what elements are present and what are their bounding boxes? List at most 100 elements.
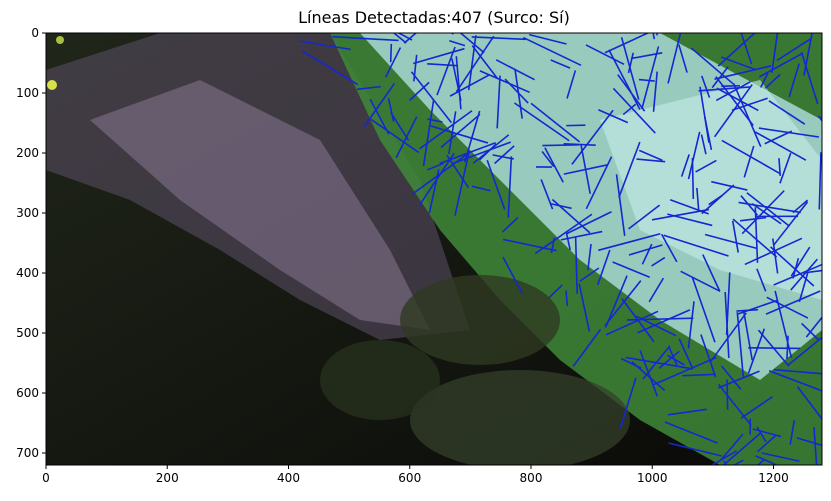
detected-line-segment: [502, 238, 557, 252]
detected-line-segment: [363, 82, 396, 127]
detected-line-segment: [604, 33, 650, 54]
detected-line-segment: [598, 232, 661, 252]
detected-line-segment: [446, 154, 470, 189]
detected-line-segment: [449, 40, 466, 47]
detected-line-segment: [412, 154, 467, 195]
detected-line-segment: [682, 373, 716, 377]
detected-line-segment: [771, 33, 779, 73]
detected-line-segment: [720, 433, 744, 461]
detected-line-segment: [789, 420, 796, 445]
y-axis: 0 100 200 300 400 500 600 700: [16, 26, 46, 460]
detected-line-segment: [651, 208, 710, 221]
detected-line-segment: [598, 109, 629, 124]
detected-line-segment: [638, 149, 663, 162]
detected-line-segment: [635, 315, 677, 337]
detected-line-segment: [718, 370, 760, 389]
detected-line-segment: [667, 33, 682, 84]
detected-line-segment: [636, 158, 666, 163]
detected-line-segment: [467, 35, 477, 91]
detected-line-segment: [455, 35, 495, 93]
detected-line-segment: [792, 199, 809, 214]
detected-line-segment: [652, 71, 658, 112]
detected-line-segment: [479, 143, 497, 161]
detected-line-segment: [637, 309, 691, 334]
detected-line-segment: [540, 179, 554, 210]
detected-line-segment: [528, 33, 567, 45]
x-tick-label: 0: [42, 471, 50, 485]
detected-line-segment: [565, 290, 569, 307]
detected-line-segment: [440, 113, 481, 149]
detected-line-segment: [715, 76, 754, 126]
detected-line-segment: [452, 141, 512, 165]
yellow-spot: [47, 80, 57, 90]
detected-line-segment: [667, 408, 707, 416]
detected-line-segment: [454, 150, 471, 216]
detected-line-segment: [818, 152, 822, 210]
detected-line-segment: [663, 234, 729, 257]
detected-line-segment: [664, 421, 718, 444]
detected-line-segment: [513, 102, 570, 142]
detected-line-segment: [754, 207, 759, 263]
detected-line-segment: [426, 162, 444, 171]
detected-line-segment: [756, 426, 767, 443]
x-tick-label: 600: [398, 471, 421, 485]
detected-line-segment: [660, 233, 678, 263]
detected-line-segment: [612, 87, 656, 134]
detected-line-segment: [544, 147, 564, 183]
detected-line-segment: [587, 243, 592, 271]
detected-line-segment: [395, 116, 418, 159]
detected-line-segment: [792, 257, 800, 279]
detected-line-segment: [724, 292, 730, 358]
y-tick-label: 200: [16, 146, 39, 160]
detected-line-segment: [572, 328, 602, 367]
detected-lines: [299, 33, 822, 465]
detected-line-segment: [390, 111, 410, 141]
detected-line-segment: [768, 100, 806, 125]
detected-line-segment: [704, 233, 757, 250]
mulch-band: [46, 33, 470, 340]
detected-line-segment: [764, 130, 793, 145]
detected-line-segment: [732, 218, 778, 258]
detected-line-segment: [628, 204, 661, 230]
detected-line-segment: [301, 49, 359, 86]
detected-line-segment: [436, 46, 456, 96]
detected-line-segment: [765, 290, 821, 315]
detected-line-segment: [773, 263, 822, 286]
detected-line-segment: [776, 37, 812, 62]
detected-line-segment: [619, 377, 637, 429]
detected-line-segment: [566, 70, 577, 99]
detected-line-segment: [761, 452, 800, 462]
detected-line-segment: [813, 427, 818, 465]
detected-line-segment: [541, 151, 555, 168]
detected-line-segment: [773, 368, 822, 375]
detected-line-segment: [389, 43, 393, 63]
detected-line-segment: [678, 44, 688, 73]
detected-line-segment: [731, 97, 768, 112]
x-tick-label: 1200: [758, 471, 789, 485]
detected-line-segment: [788, 336, 822, 366]
detected-line-segment: [700, 75, 711, 98]
detected-line-segment: [748, 347, 801, 350]
detected-line-segment: [410, 71, 453, 124]
detected-line-segment: [413, 54, 418, 82]
detected-line-segment: [768, 370, 822, 392]
detected-line-segment: [764, 73, 781, 89]
detected-line-segment: [713, 84, 753, 138]
detected-line-segment: [658, 350, 680, 369]
detected-line-segment: [502, 256, 524, 294]
detected-line-segment: [641, 243, 653, 265]
detected-line-segment: [565, 231, 572, 251]
x-tick-label: 800: [520, 471, 543, 485]
detected-line-segment: [579, 267, 600, 282]
yellow-spot-2: [56, 36, 64, 44]
detected-line-segment: [755, 455, 779, 465]
detected-line-segment: [608, 49, 641, 110]
y-tick-label: 300: [16, 206, 39, 220]
detected-line-segment: [551, 198, 591, 234]
detected-line-segment: [678, 338, 693, 368]
detected-line-segment: [739, 216, 767, 222]
detected-line-segment: [571, 109, 614, 165]
detected-line-segment: [702, 254, 721, 292]
detected-line-segment: [563, 164, 608, 175]
detected-line-segment: [625, 356, 694, 370]
